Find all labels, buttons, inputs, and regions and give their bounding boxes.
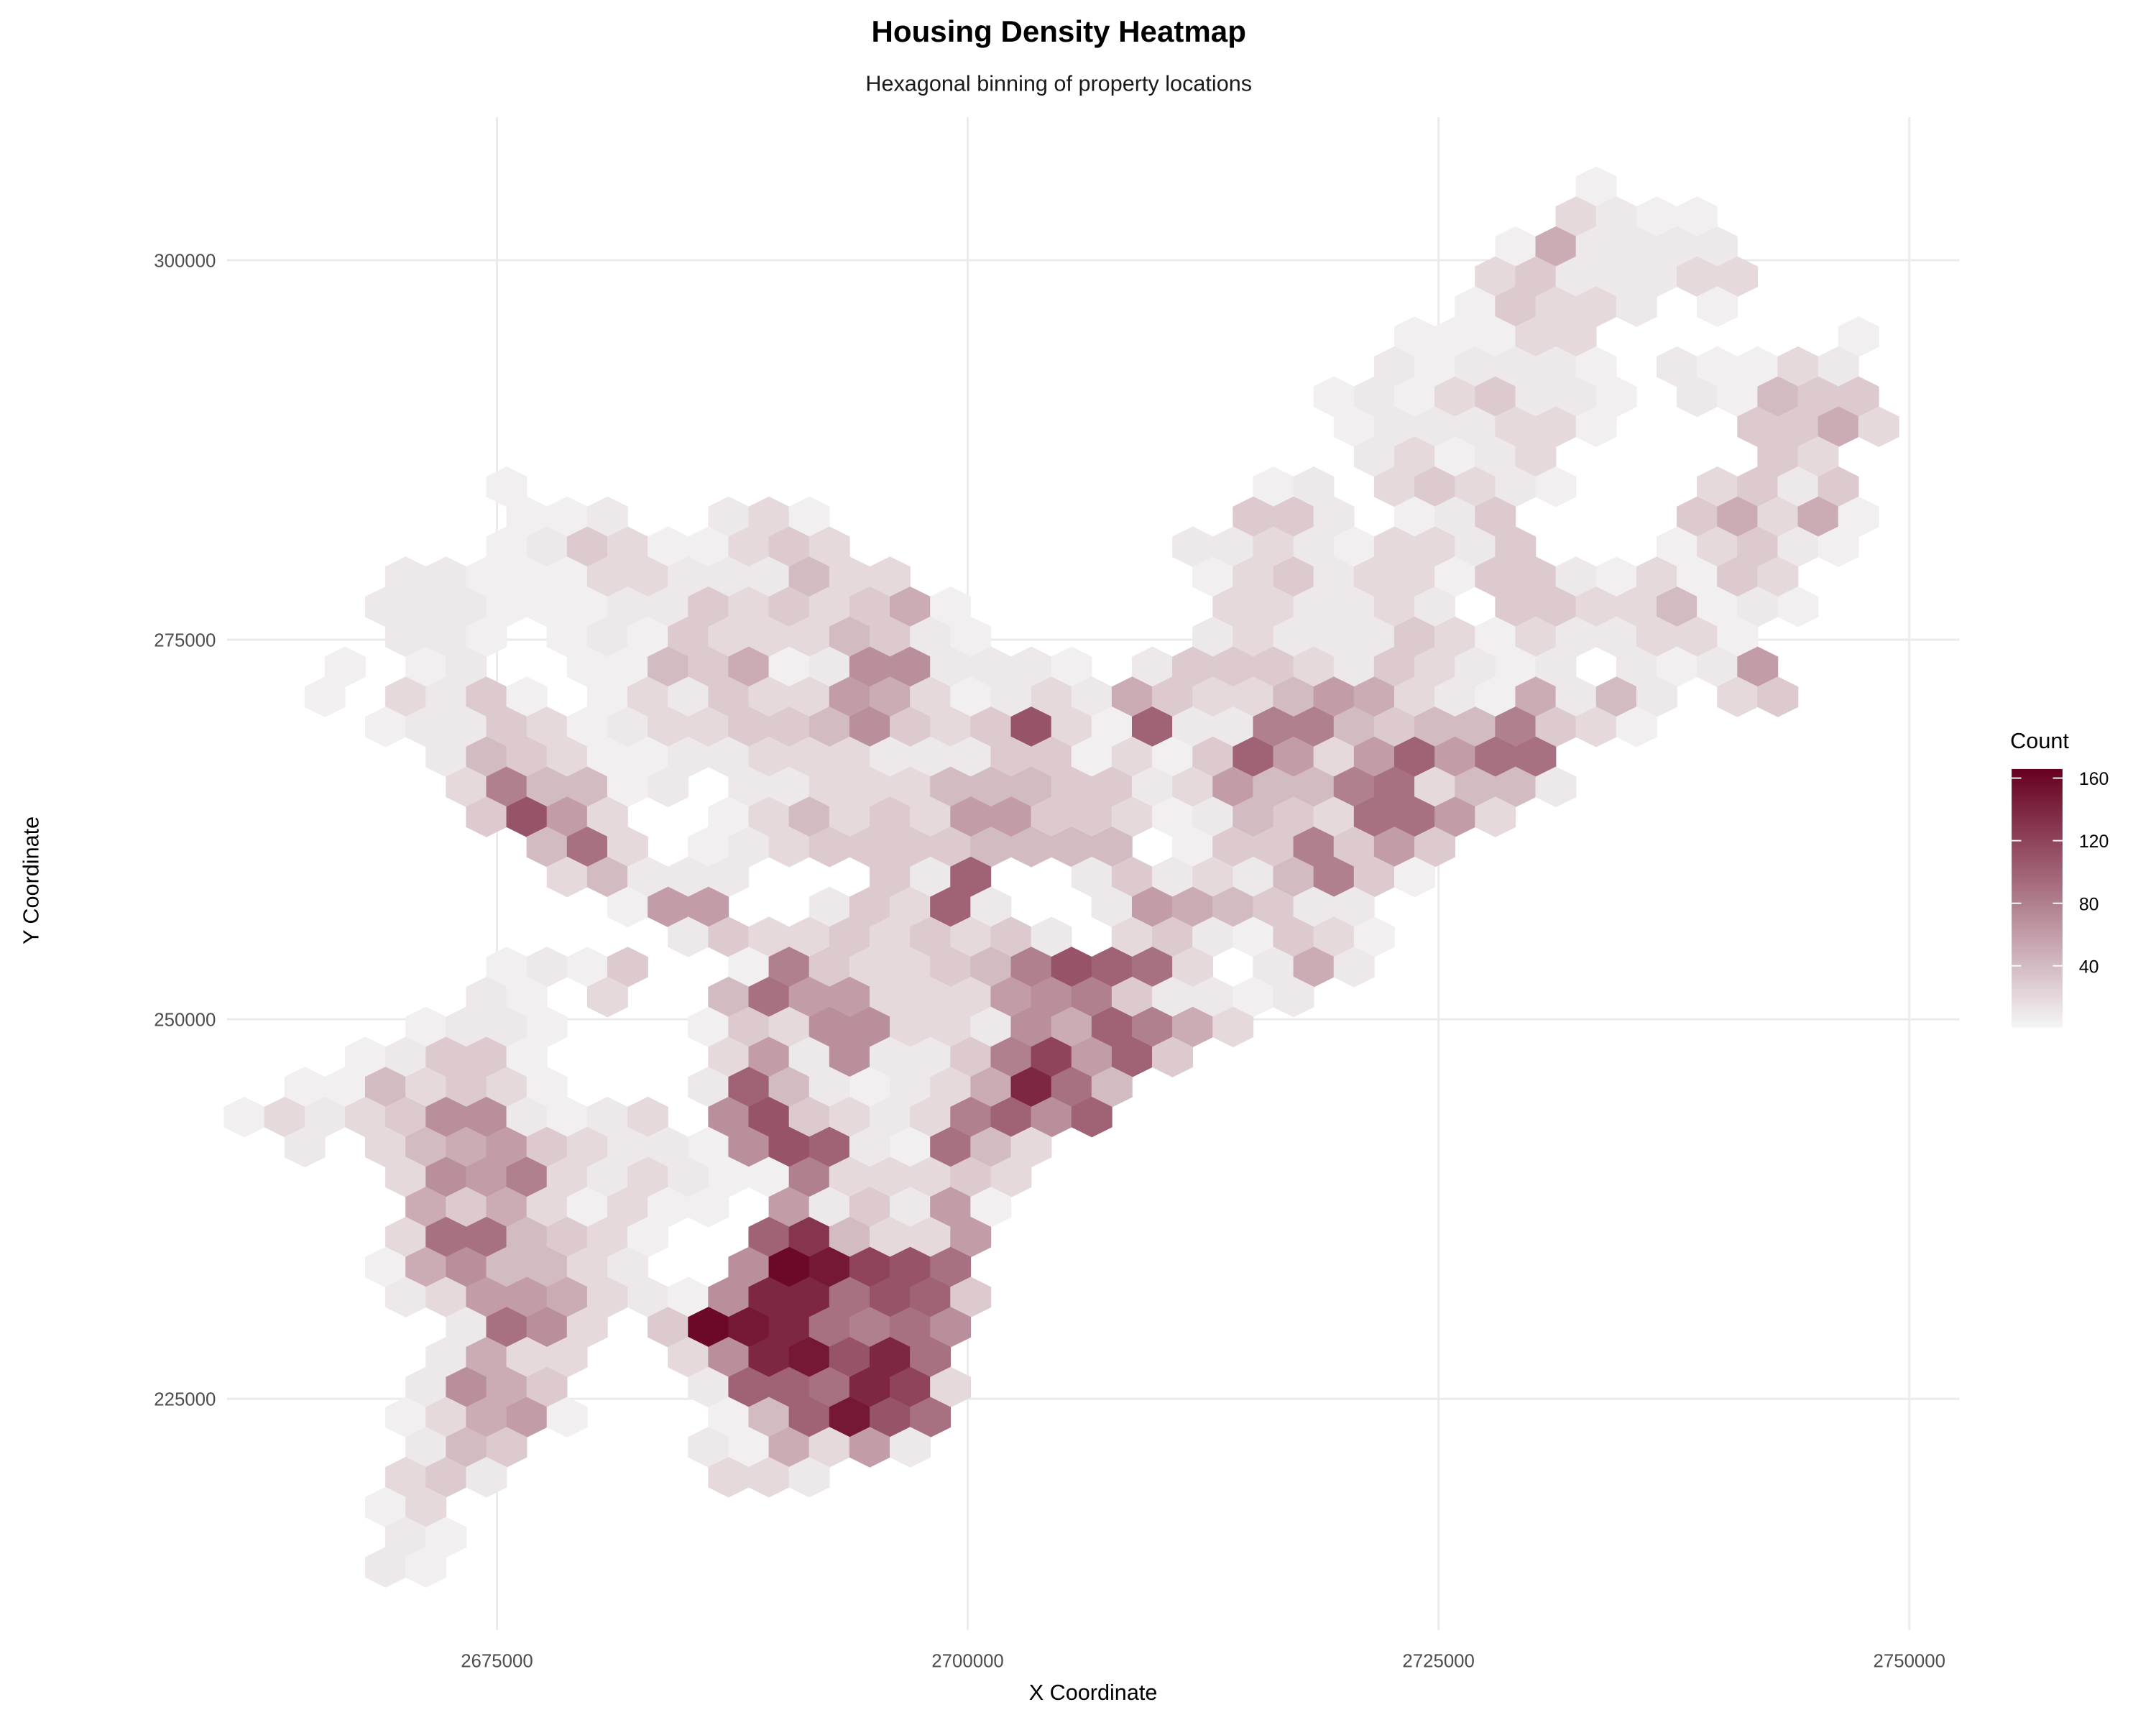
hex-bin	[586, 976, 628, 1018]
hex-bin	[788, 1457, 830, 1498]
legend-title: Count	[2010, 729, 2069, 753]
legend-tick-label: 160	[2079, 769, 2109, 789]
hex-bin	[1535, 766, 1577, 808]
hex-bin	[688, 1187, 729, 1228]
hex-bin	[648, 766, 689, 808]
hex-bin	[1535, 466, 1577, 507]
legend-tick-label: 120	[2079, 832, 2109, 852]
hex-bin	[1212, 1006, 1254, 1048]
hex-bin	[1333, 947, 1375, 988]
chart-subtitle: Hexagonal binning of property locations	[865, 72, 1252, 96]
y-tick-label: 300000	[154, 252, 216, 272]
hex-bin	[546, 1397, 588, 1438]
hex-bin	[466, 1457, 507, 1498]
x-tick-label: 2725000	[1402, 1651, 1475, 1671]
hex-bin	[304, 676, 346, 717]
hex-bin	[1858, 406, 1899, 447]
y-tick-label: 275000	[154, 631, 216, 651]
hex-bin	[1475, 796, 1516, 837]
hex-bin	[1616, 707, 1657, 748]
hex-bin	[284, 1126, 326, 1168]
x-axis-title: X Coordinate	[1029, 1680, 1158, 1705]
x-axis-ticks: 2675000 2700000 2725000 2750000	[461, 1651, 1945, 1671]
y-axis-title: Y Coordinate	[19, 816, 44, 944]
hex-bin	[1777, 586, 1819, 627]
color-legend: Count 160 120 80 40	[2010, 729, 2109, 1028]
x-tick-label: 2700000	[931, 1651, 1004, 1671]
hex-bin	[405, 1547, 447, 1588]
legend-colorbar	[2012, 768, 2063, 1028]
x-tick-label: 2750000	[1874, 1651, 1946, 1671]
hex-bin	[1575, 406, 1617, 447]
hex-bin	[1071, 1096, 1112, 1138]
hex-bin	[224, 1096, 265, 1138]
hex-bin	[1616, 286, 1657, 327]
hex-bin	[1818, 526, 1859, 567]
y-tick-label: 225000	[154, 1390, 216, 1410]
hex-bin	[1757, 676, 1799, 717]
x-tick-label: 2675000	[461, 1651, 533, 1671]
y-tick-label: 250000	[154, 1011, 216, 1031]
y-axis-ticks: 300000 275000 250000 225000	[154, 252, 216, 1410]
hex-bins	[224, 166, 1899, 1588]
hex-bin	[1697, 286, 1738, 327]
hex-bin	[1273, 976, 1314, 1018]
chart-title: Housing Density Heatmap	[872, 14, 1246, 48]
hex-bin	[890, 1427, 931, 1468]
legend-tick-label: 40	[2079, 957, 2099, 977]
hex-bin	[1393, 856, 1435, 898]
hex-bin	[1152, 1036, 1193, 1077]
legend-tick-label: 80	[2079, 894, 2099, 914]
